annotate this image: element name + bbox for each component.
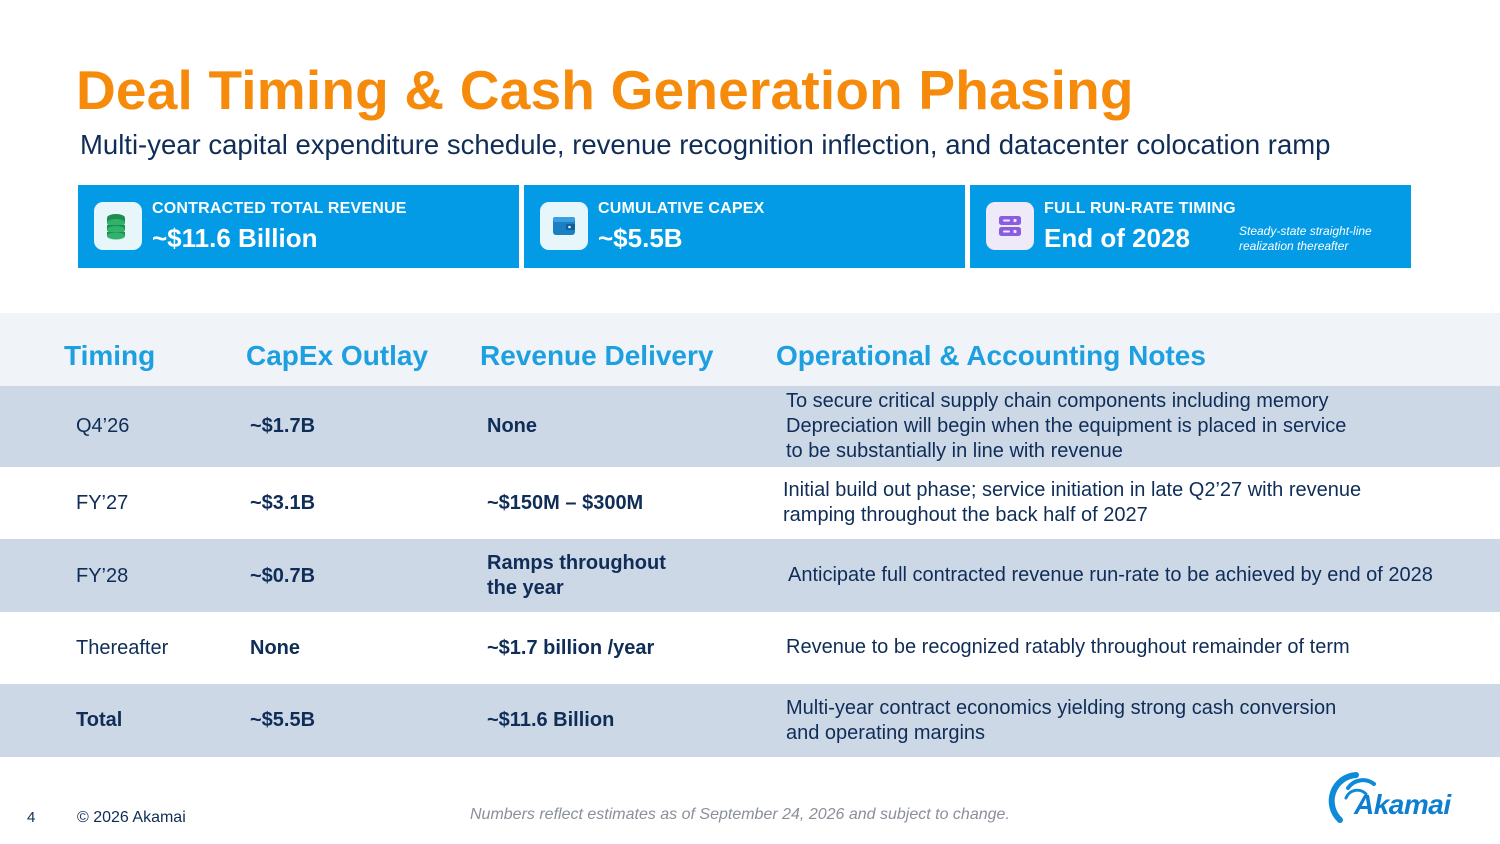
kpi-card-revenue: CONTRACTED TOTAL REVENUE ~$11.6 Billion bbox=[78, 185, 519, 268]
table-row-total: Total ~$5.5B ~$11.6 Billion Multi-year c… bbox=[0, 684, 1500, 757]
cell-revenue: ~$150M – $300M bbox=[487, 492, 644, 514]
table-row: FY’28 ~$0.7B Ramps throughout the year A… bbox=[0, 539, 1500, 612]
cell-timing: FY’28 bbox=[76, 565, 129, 587]
cell-notes: Anticipate full contracted revenue run-r… bbox=[788, 563, 1433, 588]
revenue-line: Ramps throughout bbox=[487, 552, 666, 574]
disclaimer: Numbers reflect estimates as of Septembe… bbox=[470, 806, 1010, 823]
kpi-value: ~$11.6 Billion bbox=[152, 223, 318, 253]
cell-timing: Total bbox=[76, 709, 123, 731]
page-number: 4 bbox=[27, 809, 36, 826]
cell-capex: ~$0.7B bbox=[250, 565, 316, 587]
header-revenue: Revenue Delivery bbox=[480, 340, 714, 371]
cell-timing: Q4’26 bbox=[76, 415, 130, 437]
cell-revenue: ~$1.7 billion /year bbox=[487, 637, 655, 659]
cell-revenue: None bbox=[487, 415, 537, 437]
copyright: © 2026 Akamai bbox=[77, 809, 186, 826]
logo-text: Akamai bbox=[1354, 789, 1451, 820]
cell-timing: FY’27 bbox=[76, 492, 129, 514]
kpi-cards: CONTRACTED TOTAL REVENUE ~$11.6 Billion … bbox=[78, 185, 1411, 268]
table-row: FY’27 ~$3.1B ~$150M – $300M Initial buil… bbox=[0, 467, 1500, 539]
cell-notes: To secure critical supply chain componen… bbox=[786, 389, 1346, 464]
note-line: ramping throughout the back half of 2027 bbox=[783, 504, 1148, 526]
note-line: and operating margins bbox=[786, 722, 986, 744]
kpi-value: End of 2028 bbox=[1044, 223, 1190, 253]
kpi-label: CUMULATIVE CAPEX bbox=[598, 200, 765, 217]
table-row: Q4’26 ~$1.7B None To secure critical sup… bbox=[0, 386, 1500, 467]
note-line: Multi-year contract economics yielding s… bbox=[786, 697, 1337, 719]
header-timing: Timing bbox=[64, 340, 156, 371]
table-header: Timing CapEx Outlay Revenue Delivery Ope… bbox=[0, 313, 1500, 386]
header-capex: CapEx Outlay bbox=[246, 340, 429, 371]
cell-capex: ~$3.1B bbox=[250, 492, 316, 514]
slide-subtitle: Multi-year capital expenditure schedule,… bbox=[80, 129, 1331, 160]
kpi-value: ~$5.5B bbox=[598, 223, 683, 253]
akamai-logo: Akamai bbox=[1326, 770, 1466, 830]
kpi-card-run-rate: FULL RUN-RATE TIMING End of 2028 Steady-… bbox=[970, 185, 1411, 268]
cell-notes: Initial build out phase; service initiat… bbox=[783, 478, 1361, 528]
note-line: Initial build out phase; service initiat… bbox=[783, 479, 1362, 501]
table-row: Thereafter None ~$1.7 billion /year Reve… bbox=[0, 612, 1500, 684]
cell-capex: None bbox=[250, 637, 300, 659]
kpi-card-capex: CUMULATIVE CAPEX ~$5.5B bbox=[524, 185, 965, 268]
cell-capex: ~$1.7B bbox=[250, 415, 316, 437]
slide-title: Deal Timing & Cash Generation Phasing bbox=[76, 59, 1134, 121]
kpi-label: FULL RUN-RATE TIMING bbox=[1044, 200, 1236, 217]
note-line: to be substantially in line with revenue bbox=[786, 440, 1123, 462]
cell-capex: ~$5.5B bbox=[250, 709, 316, 731]
coins-icon bbox=[94, 202, 142, 250]
server-icon bbox=[986, 202, 1034, 250]
note-line: Revenue to be recognized ratably through… bbox=[786, 636, 1350, 658]
wallet-icon bbox=[540, 202, 588, 250]
kpi-label: CONTRACTED TOTAL REVENUE bbox=[152, 200, 407, 217]
note-line: Depreciation will begin when the equipme… bbox=[786, 415, 1347, 437]
note-line: To secure critical supply chain componen… bbox=[786, 390, 1329, 412]
header-notes: Operational & Accounting Notes bbox=[776, 340, 1206, 371]
cell-revenue: ~$11.6 Billion bbox=[487, 709, 615, 731]
cell-revenue: Ramps throughout the year bbox=[487, 551, 666, 601]
cell-notes: Multi-year contract economics yielding s… bbox=[786, 696, 1336, 746]
note-line: Anticipate full contracted revenue run-r… bbox=[788, 564, 1433, 586]
revenue-line: the year bbox=[487, 577, 564, 599]
cell-notes: Revenue to be recognized ratably through… bbox=[786, 635, 1350, 660]
cell-timing: Thereafter bbox=[76, 637, 169, 659]
kpi-note: Steady-state straight-line realization t… bbox=[1239, 224, 1372, 253]
